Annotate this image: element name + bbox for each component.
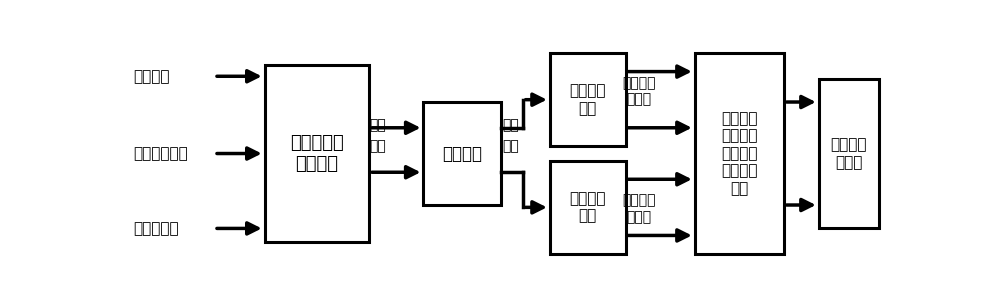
Bar: [264, 64, 369, 243]
Bar: [695, 53, 784, 254]
Bar: [550, 161, 626, 254]
Text: 输出值: 输出值: [626, 93, 651, 107]
Text: 接口电路: 接口电路: [442, 144, 482, 163]
Text: 正交误差力: 正交误差力: [133, 221, 178, 236]
Text: 输出值: 输出值: [626, 210, 651, 224]
Text: 同步辅助
模块: 同步辅助 模块: [569, 191, 606, 223]
Bar: [550, 53, 626, 147]
Text: 原始测量
模块: 原始测量 模块: [569, 84, 606, 116]
Text: 信号: 信号: [503, 140, 519, 154]
Text: 原始测量: 原始测量: [622, 76, 656, 90]
Bar: [423, 102, 501, 205]
Text: 电路相位
延迟的组
合运算和
实时在线
补偿: 电路相位 延迟的组 合运算和 实时在线 补偿: [721, 111, 757, 196]
Text: 运动: 运动: [369, 119, 386, 133]
Bar: [819, 79, 879, 228]
Text: 最终测量
输出值: 最终测量 输出值: [831, 137, 867, 170]
Text: 科氏角速度力: 科氏角速度力: [133, 146, 188, 161]
Text: 同相零偏: 同相零偏: [133, 69, 169, 84]
Text: 同步辅助: 同步辅助: [622, 193, 656, 207]
Text: 信号: 信号: [369, 140, 386, 154]
Text: 电压: 电压: [503, 119, 519, 133]
Text: 微机械陀螺
检测模态: 微机械陀螺 检测模态: [290, 134, 344, 173]
